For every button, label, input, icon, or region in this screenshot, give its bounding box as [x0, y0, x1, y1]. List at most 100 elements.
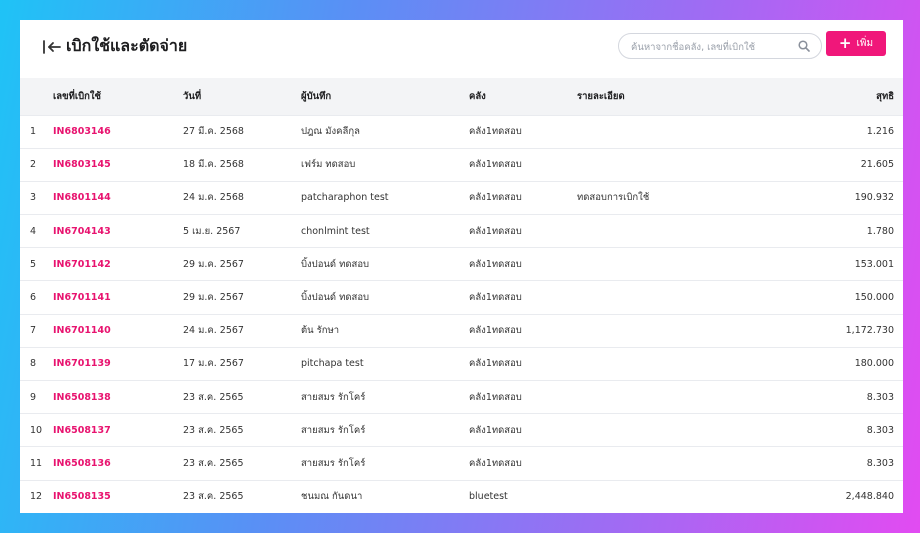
row-total: 2,448.840	[845, 491, 894, 503]
header-detail[interactable]: รายละเอียด	[577, 90, 625, 102]
requisition-code-link[interactable]: IN6803146	[53, 126, 111, 138]
page-header: เบิกใช้และตัดจ่าย + เพิ่ม	[20, 20, 903, 78]
row-detail	[577, 480, 777, 513]
row-date: 27 มี.ค. 2568	[183, 126, 244, 138]
header-recorder[interactable]: ผู้บันทึก	[301, 90, 332, 102]
row-date: 29 ม.ค. 2567	[183, 292, 244, 304]
requisition-code-link[interactable]: IN6508137	[53, 424, 111, 436]
row-date: 23 ส.ค. 2565	[183, 391, 244, 403]
row-warehouse: คลัง1ทดสอบ	[469, 292, 522, 304]
header-total[interactable]: สุทธิ	[876, 90, 894, 102]
row-detail	[577, 215, 777, 248]
row-recorder: chonlmint test	[301, 225, 370, 237]
row-recorder: สายสมร รักโคร์	[301, 424, 366, 436]
row-total: 1.216	[866, 126, 894, 138]
row-warehouse: คลัง1ทดสอบ	[469, 225, 522, 237]
row-warehouse: คลัง1ทดสอบ	[469, 325, 522, 337]
row-total: 21.605	[860, 159, 894, 171]
search-input[interactable]	[629, 34, 793, 60]
row-total: 8.303	[866, 457, 894, 469]
row-detail	[577, 314, 777, 347]
table-row[interactable]: 6 IN6701141 29 ม.ค. 2567 บิ้งปอนด์ ทดสอบ คลั…	[20, 280, 903, 314]
row-total: 1.780	[866, 225, 894, 237]
header-warehouse[interactable]: คลัง	[469, 90, 486, 102]
collapse-left-icon[interactable]	[42, 39, 62, 55]
row-total: 8.303	[866, 424, 894, 436]
row-index: 12	[30, 491, 43, 503]
row-recorder: ต้น รักษา	[301, 325, 340, 337]
requisition-code-link[interactable]: IN6508136	[53, 457, 111, 469]
row-recorder: บิ้งปอนด์ ทดสอบ	[301, 292, 370, 304]
table-row[interactable]: 10 IN6508137 23 ส.ค. 2565 สายสมร รักโคร์ คลั…	[20, 413, 903, 447]
table-row[interactable]: 4 IN6704143 5 เม.ย. 2567 chonlmint test คลัง…	[20, 214, 903, 248]
row-date: 23 ส.ค. 2565	[183, 457, 244, 469]
header-date[interactable]: วันที่	[183, 90, 202, 102]
row-date: 23 ส.ค. 2565	[183, 491, 244, 503]
table-row[interactable]: 5 IN6701142 29 ม.ค. 2567 บิ้งปอนด์ ทดสอบ คลั…	[20, 247, 903, 281]
row-total: 153.001	[854, 258, 894, 270]
row-total: 190.932	[854, 192, 894, 204]
row-recorder: ปฎณ มังคลีกุล	[301, 126, 360, 138]
requisition-code-link[interactable]: IN6803145	[53, 159, 111, 171]
row-date: 24 ม.ค. 2568	[183, 192, 244, 204]
row-detail	[577, 414, 777, 447]
table-row[interactable]: 7 IN6701140 24 ม.ค. 2567 ต้น รักษา คลัง1ทดสอ…	[20, 314, 903, 347]
row-index: 1	[30, 126, 37, 138]
header-index	[20, 78, 53, 115]
requisition-code-link[interactable]: IN6508135	[53, 491, 111, 503]
requisition-code-link[interactable]: IN6801144	[53, 192, 111, 204]
row-detail	[577, 447, 777, 480]
table-row[interactable]: 12 IN6508135 23 ส.ค. 2565 ชนมณ กันดนา bluete…	[20, 480, 903, 513]
row-date: 29 ม.ค. 2567	[183, 258, 244, 270]
row-date: 5 เม.ย. 2567	[183, 225, 241, 237]
table-row[interactable]: 8 IN6701139 17 ม.ค. 2567 pitchapa test คลัง1…	[20, 347, 903, 380]
table-row[interactable]: 1 IN6803146 27 มี.ค. 2568 ปฎณ มังคลีกุล คลัง…	[20, 115, 903, 148]
row-detail	[577, 148, 777, 181]
row-detail	[577, 248, 777, 281]
row-warehouse: คลัง1ทดสอบ	[469, 424, 522, 436]
search-icon[interactable]	[798, 40, 810, 52]
requisition-code-link[interactable]: IN6701141	[53, 292, 111, 304]
row-index: 3	[30, 192, 37, 204]
row-index: 5	[30, 258, 37, 270]
row-warehouse: คลัง1ทดสอบ	[469, 391, 522, 403]
main-card: เบิกใช้และตัดจ่าย + เพิ่ม เลขที่เบิกใช้ …	[20, 20, 903, 513]
row-detail	[577, 381, 777, 414]
header-code[interactable]: เลขที่เบิกใช้	[53, 90, 101, 102]
row-recorder: pitchapa test	[301, 358, 364, 370]
row-recorder: สายสมร รักโคร์	[301, 391, 366, 403]
table-row[interactable]: 11 IN6508136 23 ส.ค. 2565 สายสมร รักโคร์ คลั…	[20, 446, 903, 480]
row-index: 8	[30, 358, 37, 370]
row-detail	[577, 115, 777, 148]
row-index: 4	[30, 225, 37, 237]
row-detail	[577, 281, 777, 314]
row-total: 150.000	[854, 292, 894, 304]
row-recorder: เฟร์ม ทดสอบ	[301, 159, 356, 171]
row-recorder: สายสมร รักโคร์	[301, 457, 366, 469]
requisition-code-link[interactable]: IN6704143	[53, 225, 111, 237]
row-date: 17 ม.ค. 2567	[183, 358, 244, 370]
table-row[interactable]: 9 IN6508138 23 ส.ค. 2565 สายสมร รักโคร์ คลัง…	[20, 380, 903, 414]
table-row[interactable]: 2 IN6803145 18 มี.ค. 2568 เฟร์ม ทดสอบ คลัง1ท…	[20, 148, 903, 181]
table-row[interactable]: 3 IN6801144 24 ม.ค. 2568 patcharaphon test ค…	[20, 181, 903, 214]
row-date: 24 ม.ค. 2567	[183, 325, 244, 337]
table-header: เลขที่เบิกใช้ วันที่ ผู้บันทึก คลัง รายล…	[20, 78, 903, 115]
requisition-code-link[interactable]: IN6701142	[53, 258, 111, 270]
row-index: 11	[30, 457, 43, 469]
row-warehouse: คลัง1ทดสอบ	[469, 457, 522, 469]
requisition-code-link[interactable]: IN6508138	[53, 391, 111, 403]
requisition-code-link[interactable]: IN6701139	[53, 358, 111, 370]
row-warehouse: คลัง1ทดสอบ	[469, 358, 522, 370]
row-recorder: บิ้งปอนด์ ทดสอบ	[301, 258, 370, 270]
page-title: เบิกใช้และตัดจ่าย	[66, 36, 188, 55]
add-button[interactable]: + เพิ่ม	[826, 31, 886, 56]
table-body: 1 IN6803146 27 มี.ค. 2568 ปฎณ มังคลีกุล คลัง…	[20, 115, 903, 513]
row-total: 8.303	[866, 391, 894, 403]
row-index: 10	[30, 424, 43, 436]
row-warehouse: คลัง1ทดสอบ	[469, 192, 522, 204]
row-warehouse: คลัง1ทดสอบ	[469, 126, 522, 138]
requisition-code-link[interactable]: IN6701140	[53, 325, 111, 337]
search-box	[618, 33, 822, 60]
row-index: 9	[30, 391, 37, 403]
requisition-table: เลขที่เบิกใช้ วันที่ ผู้บันทึก คลัง รายล…	[20, 78, 903, 513]
